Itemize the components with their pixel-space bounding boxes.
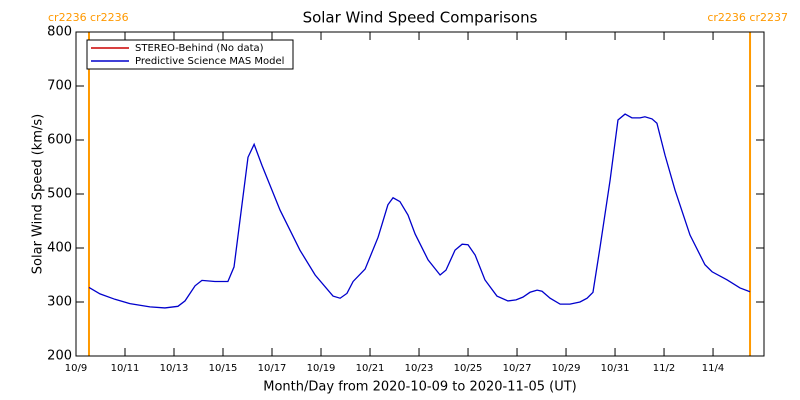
x-tick-label: 10/13: [160, 363, 189, 374]
y-tick-label: 400: [47, 241, 72, 256]
x-tick-label: 11/4: [702, 363, 724, 374]
y-tick-label: 500: [47, 187, 72, 202]
legend-label: Predictive Science MAS Model: [135, 56, 284, 67]
annotation: cr2236 cr2236: [48, 11, 129, 24]
x-tick-label: 10/23: [405, 363, 434, 374]
x-tick-label: 10/19: [307, 363, 336, 374]
x-tick-label: 10/15: [209, 363, 238, 374]
x-tick-label: 10/31: [601, 363, 630, 374]
series-line: [88, 113, 751, 309]
x-tick-label: 10/11: [111, 363, 140, 374]
y-tick-label: 200: [47, 349, 72, 364]
legend-box: [86, 39, 294, 70]
x-axis-label: Month/Day from 2020-10-09 to 2020-11-05 …: [263, 380, 576, 395]
legend-label: STEREO-Behind (No data): [135, 43, 264, 54]
y-tick-label: 800: [47, 25, 72, 40]
y-tick-label: 600: [47, 133, 72, 148]
plot-frame: [75, 31, 765, 357]
chart-title: Solar Wind Speed Comparisons: [303, 9, 538, 27]
x-tick-label: 10/27: [503, 363, 532, 374]
x-tick-label: 10/21: [356, 363, 385, 374]
annotation: cr2236 cr2237: [707, 11, 788, 24]
x-tick-label: 10/25: [454, 363, 483, 374]
x-tick-label: 11/2: [653, 363, 675, 374]
x-tick-label: 10/17: [258, 363, 287, 374]
x-tick-label: 10/9: [65, 363, 87, 374]
y-tick-label: 300: [47, 295, 72, 310]
y-tick-label: 700: [47, 79, 72, 94]
y-axis-label: Solar Wind Speed (km/s): [31, 114, 46, 274]
x-tick-label: 10/29: [552, 363, 581, 374]
